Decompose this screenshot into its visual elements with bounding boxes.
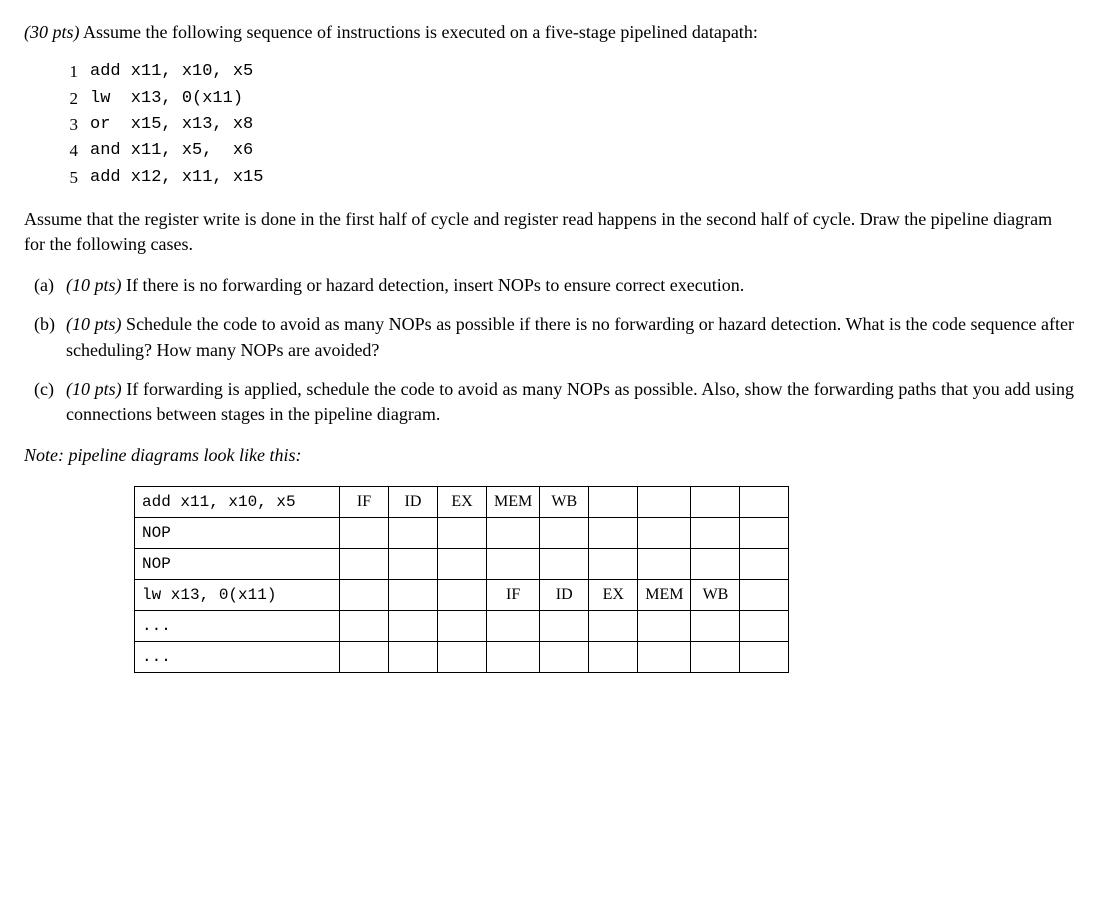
stage-cell — [740, 611, 789, 642]
part-label: (a) — [34, 273, 66, 298]
part-label: (c) — [34, 377, 66, 427]
instr-cell: lw x13, 0(x11) — [135, 580, 340, 611]
instr-cell: NOP — [135, 518, 340, 549]
stage-cell — [389, 642, 438, 673]
table-row: NOP — [135, 549, 789, 580]
assumption-text: Assume that the register write is done i… — [24, 207, 1074, 257]
code-line: 1add x11, x10, x5 — [52, 59, 1074, 85]
code-listing: 1add x11, x10, x5 2lw x13, 0(x11) 3or x1… — [52, 59, 1074, 191]
stage-cell — [340, 642, 389, 673]
stage-cell — [589, 518, 638, 549]
instr-cell: add x11, x10, x5 — [135, 487, 340, 518]
stage-cell: ID — [540, 580, 589, 611]
stage-cell — [691, 487, 740, 518]
stage-cell — [638, 642, 691, 673]
stage-cell — [638, 611, 691, 642]
instr-cell: NOP — [135, 549, 340, 580]
stage-cell: MEM — [487, 487, 540, 518]
instr-cell: ... — [135, 611, 340, 642]
stage-cell: MEM — [638, 580, 691, 611]
stage-cell — [740, 642, 789, 673]
stage-cell — [340, 549, 389, 580]
stage-cell: WB — [540, 487, 589, 518]
stage-cell — [438, 611, 487, 642]
stage-cell — [540, 611, 589, 642]
stage-cell — [589, 611, 638, 642]
stage-cell — [487, 549, 540, 580]
stage-cell — [438, 549, 487, 580]
stage-cell — [389, 518, 438, 549]
stage-cell — [438, 518, 487, 549]
stage-cell — [438, 642, 487, 673]
part-c: (c) (10 pts) If forwarding is applied, s… — [34, 377, 1074, 427]
stage-cell — [589, 487, 638, 518]
stage-cell — [638, 487, 691, 518]
stage-cell — [389, 611, 438, 642]
stage-cell — [740, 580, 789, 611]
table-row: lw x13, 0(x11) IFIDEXMEMWB — [135, 580, 789, 611]
stage-cell — [540, 549, 589, 580]
table-row: NOP — [135, 518, 789, 549]
points-label: (30 pts) — [24, 22, 80, 42]
stage-cell — [740, 518, 789, 549]
part-a: (a) (10 pts) If there is no forwarding o… — [34, 273, 1074, 298]
code-line: 3or x15, x13, x8 — [52, 112, 1074, 138]
subparts: (a) (10 pts) If there is no forwarding o… — [24, 273, 1074, 427]
part-text: (10 pts) If there is no forwarding or ha… — [66, 273, 1074, 298]
stage-cell — [691, 611, 740, 642]
stage-cell — [638, 549, 691, 580]
stage-cell — [487, 611, 540, 642]
table-row: add x11, x10, x5IFIDEXMEMWB — [135, 487, 789, 518]
code-line: 4and x11, x5, x6 — [52, 138, 1074, 164]
part-b: (b) (10 pts) Schedule the code to avoid … — [34, 312, 1074, 362]
stage-cell — [340, 518, 389, 549]
stage-cell: IF — [340, 487, 389, 518]
note-text: Note: pipeline diagrams look like this: — [24, 443, 1074, 468]
stage-cell — [487, 642, 540, 673]
code-line: 5add x12, x11, x15 — [52, 165, 1074, 191]
stage-cell: IF — [487, 580, 540, 611]
stage-cell — [638, 518, 691, 549]
stage-cell — [589, 642, 638, 673]
part-text: (10 pts) If forwarding is applied, sched… — [66, 377, 1074, 427]
stage-cell — [389, 580, 438, 611]
stage-cell — [540, 518, 589, 549]
problem-intro: (30 pts) Assume the following sequence o… — [24, 20, 1074, 45]
intro-text: Assume the following sequence of instruc… — [80, 22, 758, 42]
part-text: (10 pts) Schedule the code to avoid as m… — [66, 312, 1074, 362]
code-line: 2lw x13, 0(x11) — [52, 86, 1074, 112]
stage-cell — [691, 549, 740, 580]
stage-cell — [438, 580, 487, 611]
stage-cell — [340, 580, 389, 611]
pipeline-diagram-table: add x11, x10, x5IFIDEXMEMWBNOPNOPlw x13,… — [134, 486, 789, 673]
stage-cell — [691, 518, 740, 549]
stage-cell — [487, 518, 540, 549]
stage-cell: EX — [438, 487, 487, 518]
part-label: (b) — [34, 312, 66, 362]
stage-cell: WB — [691, 580, 740, 611]
stage-cell — [340, 611, 389, 642]
stage-cell — [691, 642, 740, 673]
stage-cell: EX — [589, 580, 638, 611]
stage-cell — [540, 642, 589, 673]
table-row: ... — [135, 611, 789, 642]
stage-cell — [389, 549, 438, 580]
stage-cell — [589, 549, 638, 580]
stage-cell: ID — [389, 487, 438, 518]
instr-cell: ... — [135, 642, 340, 673]
stage-cell — [740, 487, 789, 518]
table-row: ... — [135, 642, 789, 673]
stage-cell — [740, 549, 789, 580]
